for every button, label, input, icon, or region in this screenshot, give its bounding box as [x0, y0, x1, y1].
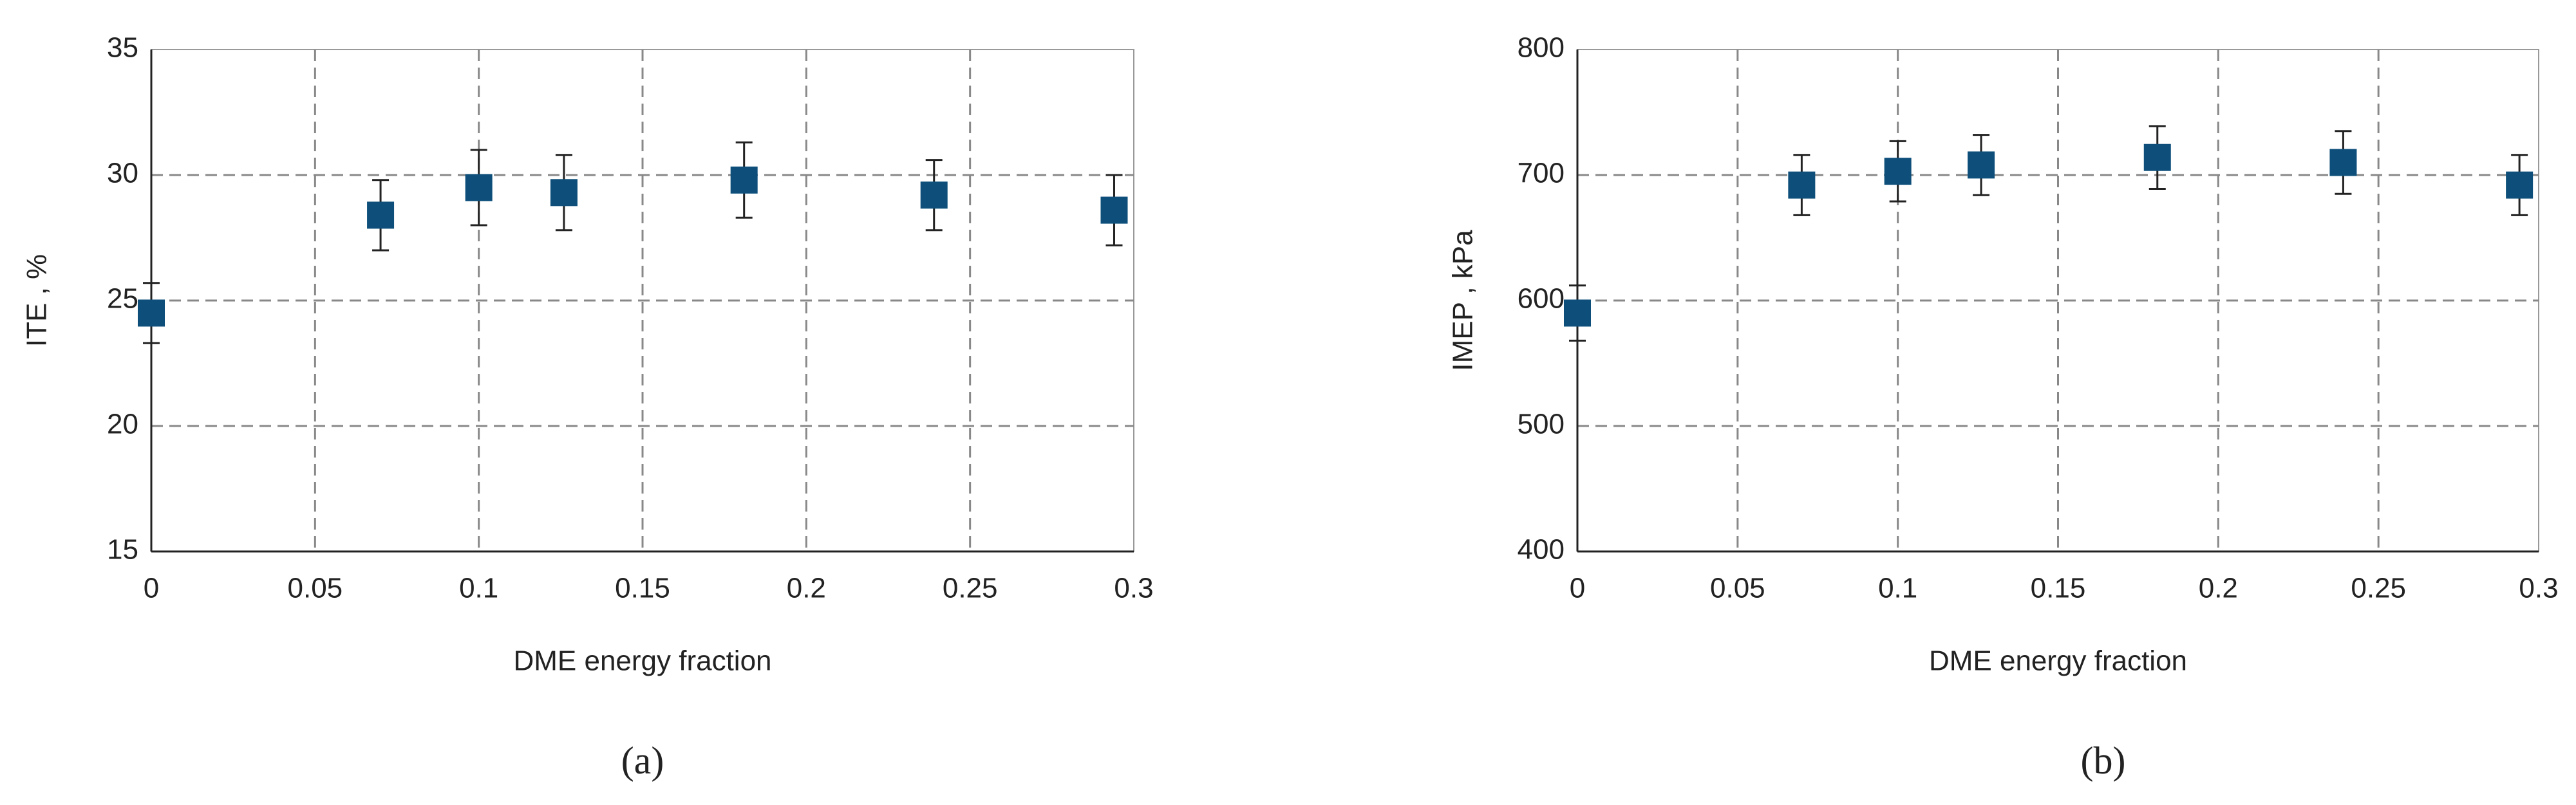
x-tick-label: 0.2 — [2199, 573, 2238, 604]
marker — [465, 174, 493, 201]
y-tick-label: 20 — [107, 409, 138, 440]
marker — [1100, 196, 1128, 224]
x-axis-title: DME energy fraction — [513, 645, 771, 677]
x-tick-label: 0.2 — [787, 573, 826, 604]
marker — [367, 201, 395, 229]
caption: (b) — [2081, 739, 2126, 782]
x-tick-label: 0.1 — [459, 573, 498, 604]
y-axis-title: IMEP , kPa — [1447, 230, 1479, 371]
y-tick-label: 35 — [107, 32, 138, 64]
y-tick-label: 15 — [107, 534, 138, 566]
y-tick-label: 25 — [107, 283, 138, 315]
marker — [1788, 171, 1816, 199]
marker — [1968, 151, 1995, 179]
x-tick-label: 0.05 — [288, 573, 343, 604]
marker — [1884, 158, 1912, 185]
y-tick-label: 500 — [1518, 409, 1565, 440]
marker — [2143, 143, 2171, 171]
y-tick-label: 600 — [1518, 283, 1565, 315]
x-tick-label: 0.25 — [2351, 573, 2406, 604]
x-tick-label: 0.3 — [2519, 573, 2558, 604]
x-tick-label: 0 — [144, 573, 159, 604]
x-axis-title: DME energy fraction — [1929, 645, 2187, 677]
x-tick-label: 0.25 — [943, 573, 998, 604]
y-tick-label: 30 — [107, 158, 138, 189]
marker — [138, 299, 165, 327]
marker — [920, 181, 948, 209]
x-tick-label: 0.05 — [1710, 573, 1765, 604]
y-tick-label: 400 — [1518, 534, 1565, 566]
x-tick-label: 0.1 — [1878, 573, 1917, 604]
marker — [550, 179, 578, 207]
x-tick-label: 0.15 — [615, 573, 670, 604]
marker — [730, 166, 758, 194]
caption: (a) — [621, 739, 664, 782]
marker — [2506, 171, 2534, 199]
marker — [1564, 299, 1591, 327]
y-tick-label: 800 — [1518, 32, 1565, 64]
x-tick-label: 0 — [1570, 573, 1585, 604]
y-tick-label: 700 — [1518, 158, 1565, 189]
x-tick-label: 0.15 — [2031, 573, 2086, 604]
marker — [2329, 149, 2357, 176]
x-tick-label: 0.3 — [1114, 573, 1153, 604]
y-axis-title: ITE , % — [21, 254, 53, 347]
